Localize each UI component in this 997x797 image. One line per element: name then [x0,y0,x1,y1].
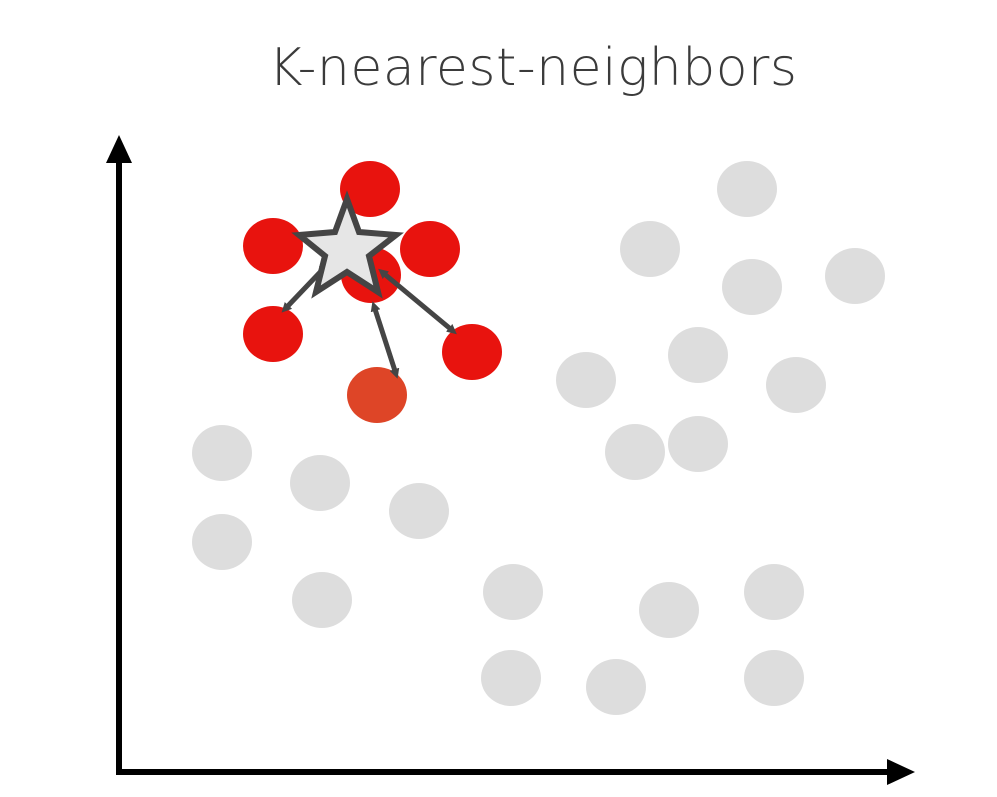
data-point [481,650,541,706]
data-point [483,564,543,620]
data-point [744,650,804,706]
other-points [192,161,885,715]
neighbor-point [400,221,460,277]
query-star-icon [291,190,404,299]
data-point [825,248,885,304]
neighbor-point [243,218,303,274]
diagram-title: K-nearest-neighbors [268,38,798,98]
data-point [389,483,449,539]
neighbor-point-highlighted [347,367,407,423]
data-point [639,582,699,638]
neighbor-point [442,324,502,380]
data-point [292,572,352,628]
axes [106,135,915,785]
data-point [556,352,616,408]
y-axis-arrowhead [106,135,132,163]
data-point [620,221,680,277]
data-point [586,659,646,715]
data-point [668,416,728,472]
data-point [290,455,350,511]
distance-arrow [370,301,400,379]
data-point [605,424,665,480]
x-axis-arrowhead [887,759,915,785]
distance-arrow [378,268,457,335]
data-point [192,514,252,570]
neighbor-point [243,306,303,362]
neighbor-point [340,161,400,217]
data-point [717,161,777,217]
data-point [668,327,728,383]
data-point [766,357,826,413]
data-point [722,259,782,315]
data-point [192,425,252,481]
data-point [744,564,804,620]
